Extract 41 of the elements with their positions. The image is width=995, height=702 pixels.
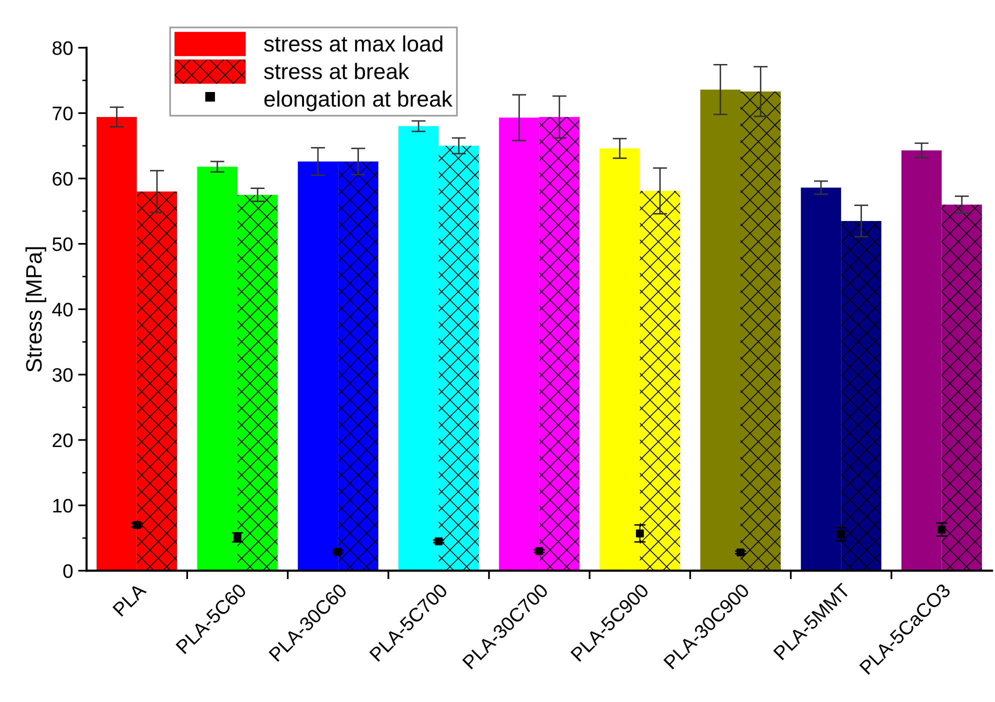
y-tick-label: 20 <box>52 433 73 448</box>
y-tick-label: 60 <box>52 172 73 186</box>
point <box>837 530 846 538</box>
y-tick-label: 70 <box>52 106 73 120</box>
legend-label: stress at break <box>264 62 410 80</box>
bar <box>700 90 740 571</box>
x-tick-label: PLA <box>112 582 147 617</box>
bar <box>841 220 882 571</box>
legend-label: stress at max load <box>264 35 442 52</box>
point <box>132 521 141 529</box>
bar <box>499 118 540 571</box>
bar <box>96 117 137 571</box>
point <box>736 548 744 556</box>
bar <box>438 146 479 571</box>
point <box>938 526 946 534</box>
bar <box>901 150 942 571</box>
y-tick-label: 30 <box>52 368 73 382</box>
bar <box>338 161 378 571</box>
bar <box>640 190 680 571</box>
bar <box>800 188 842 571</box>
bar <box>136 192 178 571</box>
y-tick-label: 40 <box>52 302 73 316</box>
bar <box>197 166 238 571</box>
bar <box>600 148 640 571</box>
bar <box>942 204 982 571</box>
point <box>535 547 544 556</box>
y-tick-label: 10 <box>53 498 73 513</box>
y-tick-label: 0 <box>63 564 73 578</box>
point <box>434 537 443 546</box>
y-tick-label: 50 <box>52 237 73 252</box>
point <box>636 530 644 538</box>
point <box>234 533 242 542</box>
y-axis-title: Stress [MPa] <box>25 247 46 372</box>
bar <box>237 194 278 571</box>
bar <box>539 117 580 571</box>
legend-label: elongation at break <box>264 90 453 112</box>
point <box>334 548 342 556</box>
bar <box>298 161 338 571</box>
y-tick-label: 80 <box>52 41 73 55</box>
bar <box>740 92 781 571</box>
bar <box>398 126 439 571</box>
